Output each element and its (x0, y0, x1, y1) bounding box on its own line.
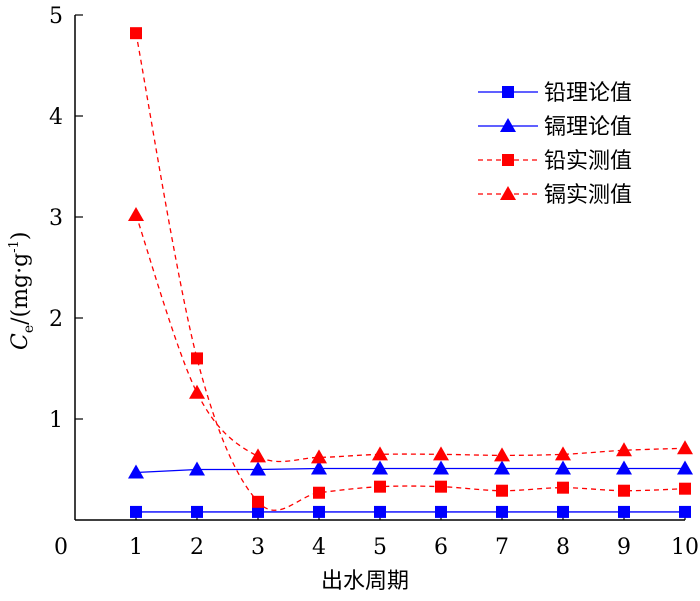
data-point (494, 460, 510, 475)
data-point (679, 505, 691, 518)
data-point (189, 384, 205, 399)
x-tick-label: 2 (190, 535, 204, 560)
x-tick-label: 5 (373, 535, 387, 560)
data-point (433, 460, 449, 475)
legend-marker (500, 186, 516, 200)
series-2 (130, 27, 691, 511)
data-point (496, 484, 508, 497)
data-point (372, 446, 388, 461)
series-1 (128, 460, 693, 479)
data-point (252, 505, 264, 518)
y-label-unit: /(mg·g (8, 253, 33, 325)
x-tick-label: 4 (312, 535, 326, 560)
data-point (372, 460, 388, 475)
y-label-subscript: e (21, 325, 37, 333)
y-tick-label: 4 (49, 105, 63, 130)
series-3 (128, 206, 693, 464)
series-line (135, 467, 685, 474)
data-point (435, 480, 447, 493)
series-line (135, 33, 686, 511)
series-0 (130, 505, 691, 518)
data-point (677, 460, 693, 475)
y-label-symbol: C (8, 333, 33, 350)
legend-marker (502, 154, 514, 166)
y-tick-label: 3 (49, 206, 63, 231)
data-point (496, 505, 508, 518)
legend-label: 铅实测值 (544, 149, 632, 174)
data-point (374, 480, 386, 493)
data-point (250, 461, 266, 476)
legend-label: 镉实测值 (544, 183, 632, 208)
data-point (311, 460, 327, 475)
data-point (191, 505, 203, 518)
x-tick-label: 10 (671, 535, 699, 560)
y-axis-title: Ce/(mg·g-1) (7, 232, 37, 350)
data-point (494, 447, 510, 462)
data-point (130, 27, 142, 40)
legend-marker (500, 118, 516, 132)
data-point (616, 442, 632, 457)
data-point (557, 481, 569, 494)
data-point (555, 446, 571, 461)
series-line (135, 214, 686, 463)
data-point (557, 505, 569, 518)
x-tick-label: 3 (251, 535, 265, 560)
y-label-close: ) (8, 232, 33, 241)
legend-label: 铅理论值 (544, 81, 632, 106)
y-tick-label: 2 (49, 307, 63, 332)
x-tick-label: 9 (617, 535, 631, 560)
x-tick-label: 1 (129, 535, 143, 560)
data-point (191, 352, 203, 365)
axis-labels: 出水周期 Ce/(mg·g-1) (7, 232, 409, 594)
y-label-superscript: -1 (7, 240, 22, 253)
x-tick-label: 7 (495, 535, 509, 560)
legend-label: 镉理论值 (544, 115, 632, 140)
data-point (555, 460, 571, 475)
data-point (311, 449, 327, 464)
x-axis-title: 出水周期 (321, 569, 409, 594)
data-point (130, 505, 142, 518)
data-point (433, 446, 449, 461)
data-point (250, 448, 266, 463)
series-layer (128, 27, 693, 518)
y-tick-label: 5 (49, 4, 63, 29)
data-point (679, 482, 691, 495)
data-point (313, 505, 325, 518)
y-tick-label: 1 (49, 408, 63, 433)
data-point (128, 206, 144, 221)
data-point (618, 484, 630, 497)
data-point (677, 440, 693, 455)
data-point (128, 464, 144, 479)
data-point (313, 486, 325, 499)
data-point (618, 505, 630, 518)
data-point (189, 461, 205, 476)
data-point (374, 505, 386, 518)
legend-marker (502, 86, 514, 98)
data-point (435, 505, 447, 518)
x-tick-label: 8 (556, 535, 570, 560)
x-tick-label: 0 (54, 535, 68, 560)
x-tick-label: 6 (434, 535, 448, 560)
data-point (252, 495, 264, 508)
data-point (616, 460, 632, 475)
